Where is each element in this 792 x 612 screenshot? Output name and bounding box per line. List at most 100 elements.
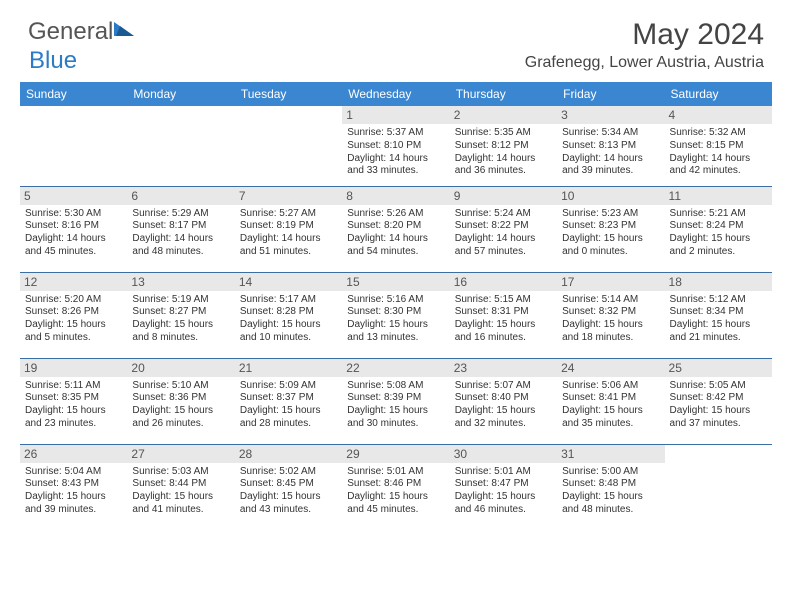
calendar-head: SundayMondayTuesdayWednesdayThursdayFrid… xyxy=(20,82,772,106)
title-block: May 2024 Grafenegg, Lower Austria, Austr… xyxy=(525,18,764,72)
day-details: Sunrise: 5:16 AMSunset: 8:30 PMDaylight:… xyxy=(347,294,444,345)
weekday-row: SundayMondayTuesdayWednesdayThursdayFrid… xyxy=(20,82,772,106)
day-number: 11 xyxy=(665,187,772,205)
calendar-week-row: 12 Sunrise: 5:20 AMSunset: 8:26 PMDayligh… xyxy=(20,272,772,358)
day-details: Sunrise: 5:03 AMSunset: 8:44 PMDaylight:… xyxy=(132,466,229,517)
day-number: 8 xyxy=(342,187,449,205)
calendar-body: 1 Sunrise: 5:37 AMSunset: 8:10 PMDaylight… xyxy=(20,106,772,530)
calendar-cell: 12 Sunrise: 5:20 AMSunset: 8:26 PMDayligh… xyxy=(20,272,127,358)
calendar-cell xyxy=(127,106,234,186)
day-number: 14 xyxy=(235,273,342,291)
calendar-cell: 20Sunrise: 5:10 AMSunset: 8:36 PMDayligh… xyxy=(127,358,234,444)
weekday-header: Friday xyxy=(557,82,664,106)
calendar-cell: 1 Sunrise: 5:37 AMSunset: 8:10 PMDaylight… xyxy=(342,106,449,186)
calendar-cell: 9Sunrise: 5:24 AMSunset: 8:22 PMDaylight… xyxy=(450,186,557,272)
calendar-cell: 27 Sunrise: 5:03 AMSunset: 8:44 PMDayligh… xyxy=(127,444,234,530)
day-details: Sunrise: 5:01 AMSunset: 8:46 PMDaylight:… xyxy=(347,466,444,517)
day-number: 15 xyxy=(342,273,449,291)
day-number: 23 xyxy=(450,359,557,377)
calendar-cell: 28Sunrise: 5:02 AMSunset: 8:45 PMDayligh… xyxy=(235,444,342,530)
weekday-header: Monday xyxy=(127,82,234,106)
day-number: 28 xyxy=(235,445,342,463)
day-number: 17 xyxy=(557,273,664,291)
calendar-cell: 5Sunrise: 5:30 AMSunset: 8:16 PMDaylight… xyxy=(20,186,127,272)
day-details: Sunrise: 5:08 AMSunset: 8:39 PMDaylight:… xyxy=(347,380,444,431)
weekday-header: Thursday xyxy=(450,82,557,106)
calendar-cell: 17 Sunrise: 5:14 AMSunset: 8:32 PMDayligh… xyxy=(557,272,664,358)
day-number: 4 xyxy=(665,106,772,124)
day-details: Sunrise: 5:24 AMSunset: 8:22 PMDaylight:… xyxy=(455,208,552,259)
calendar-cell xyxy=(235,106,342,186)
day-details: Sunrise: 5:35 AMSunset: 8:12 PMDaylight:… xyxy=(455,127,552,178)
calendar-cell: 6 Sunrise: 5:29 AMSunset: 8:17 PMDaylight… xyxy=(127,186,234,272)
calendar-cell: 10 Sunrise: 5:23 AMSunset: 8:23 PMDayligh… xyxy=(557,186,664,272)
calendar-cell: 30Sunrise: 5:01 AMSunset: 8:47 PMDayligh… xyxy=(450,444,557,530)
day-number: 7 xyxy=(235,187,342,205)
calendar-cell: 3 Sunrise: 5:34 AMSunset: 8:13 PMDaylight… xyxy=(557,106,664,186)
day-details: Sunrise: 5:34 AMSunset: 8:13 PMDaylight:… xyxy=(562,127,659,178)
calendar-cell: 24 Sunrise: 5:06 AMSunset: 8:41 PMDayligh… xyxy=(557,358,664,444)
day-number: 12 xyxy=(20,273,127,291)
brand-triangle-icon xyxy=(114,15,134,43)
day-number: 10 xyxy=(557,187,664,205)
day-details: Sunrise: 5:20 AMSunset: 8:26 PMDaylight:… xyxy=(25,294,122,345)
day-number: 22 xyxy=(342,359,449,377)
day-details: Sunrise: 5:27 AMSunset: 8:19 PMDaylight:… xyxy=(240,208,337,259)
brand-second: Blue xyxy=(29,47,77,75)
calendar-cell xyxy=(665,444,772,530)
day-number: 2 xyxy=(450,106,557,124)
day-number: 26 xyxy=(20,445,127,463)
calendar-table: SundayMondayTuesdayWednesdayThursdayFrid… xyxy=(20,82,772,530)
day-details: Sunrise: 5:37 AMSunset: 8:10 PMDaylight:… xyxy=(347,127,444,178)
calendar-cell: 11 Sunrise: 5:21 AMSunset: 8:24 PMDayligh… xyxy=(665,186,772,272)
day-details: Sunrise: 5:21 AMSunset: 8:24 PMDaylight:… xyxy=(670,208,767,259)
calendar-cell: 14 Sunrise: 5:17 AMSunset: 8:28 PMDayligh… xyxy=(235,272,342,358)
day-details: Sunrise: 5:12 AMSunset: 8:34 PMDaylight:… xyxy=(670,294,767,345)
calendar-week-row: 1 Sunrise: 5:37 AMSunset: 8:10 PMDaylight… xyxy=(20,106,772,186)
day-details: Sunrise: 5:05 AMSunset: 8:42 PMDaylight:… xyxy=(670,380,767,431)
calendar-cell: 23 Sunrise: 5:07 AMSunset: 8:40 PMDayligh… xyxy=(450,358,557,444)
day-number: 21 xyxy=(235,359,342,377)
day-details: Sunrise: 5:26 AMSunset: 8:20 PMDaylight:… xyxy=(347,208,444,259)
day-details: Sunrise: 5:04 AMSunset: 8:43 PMDaylight:… xyxy=(25,466,122,517)
weekday-header: Saturday xyxy=(665,82,772,106)
day-details: Sunrise: 5:17 AMSunset: 8:28 PMDaylight:… xyxy=(240,294,337,345)
day-number: 1 xyxy=(342,106,449,124)
day-details: Sunrise: 5:09 AMSunset: 8:37 PMDaylight:… xyxy=(240,380,337,431)
day-details: Sunrise: 5:00 AMSunset: 8:48 PMDaylight:… xyxy=(562,466,659,517)
calendar-cell: 21 Sunrise: 5:09 AMSunset: 8:37 PMDayligh… xyxy=(235,358,342,444)
day-number: 20 xyxy=(127,359,234,377)
day-number: 3 xyxy=(557,106,664,124)
calendar-cell: 18 Sunrise: 5:12 AMSunset: 8:34 PMDayligh… xyxy=(665,272,772,358)
day-number: 24 xyxy=(557,359,664,377)
day-details: Sunrise: 5:19 AMSunset: 8:27 PMDaylight:… xyxy=(132,294,229,345)
calendar-cell xyxy=(20,106,127,186)
day-details: Sunrise: 5:23 AMSunset: 8:23 PMDaylight:… xyxy=(562,208,659,259)
day-details: Sunrise: 5:32 AMSunset: 8:15 PMDaylight:… xyxy=(670,127,767,178)
calendar-cell: 4 Sunrise: 5:32 AMSunset: 8:15 PMDaylight… xyxy=(665,106,772,186)
day-details: Sunrise: 5:11 AMSunset: 8:35 PMDaylight:… xyxy=(25,380,122,431)
day-number: 25 xyxy=(665,359,772,377)
location-text: Grafenegg, Lower Austria, Austria xyxy=(525,54,764,72)
calendar-cell: 13Sunrise: 5:19 AMSunset: 8:27 PMDayligh… xyxy=(127,272,234,358)
calendar-cell: 29Sunrise: 5:01 AMSunset: 8:46 PMDayligh… xyxy=(342,444,449,530)
calendar-cell: 7 Sunrise: 5:27 AMSunset: 8:19 PMDaylight… xyxy=(235,186,342,272)
calendar-cell: 26 Sunrise: 5:04 AMSunset: 8:43 PMDayligh… xyxy=(20,444,127,530)
weekday-header: Tuesday xyxy=(235,82,342,106)
day-details: Sunrise: 5:07 AMSunset: 8:40 PMDaylight:… xyxy=(455,380,552,431)
day-number: 6 xyxy=(127,187,234,205)
month-title: May 2024 xyxy=(525,18,764,52)
calendar-cell: 25 Sunrise: 5:05 AMSunset: 8:42 PMDayligh… xyxy=(665,358,772,444)
brand-logo: General xyxy=(28,18,134,46)
day-details: Sunrise: 5:29 AMSunset: 8:17 PMDaylight:… xyxy=(132,208,229,259)
calendar-cell: 15 Sunrise: 5:16 AMSunset: 8:30 PMDayligh… xyxy=(342,272,449,358)
day-number: 27 xyxy=(127,445,234,463)
calendar-week-row: 26 Sunrise: 5:04 AMSunset: 8:43 PMDayligh… xyxy=(20,444,772,530)
weekday-header: Wednesday xyxy=(342,82,449,106)
day-number: 18 xyxy=(665,273,772,291)
day-details: Sunrise: 5:14 AMSunset: 8:32 PMDaylight:… xyxy=(562,294,659,345)
day-details: Sunrise: 5:06 AMSunset: 8:41 PMDaylight:… xyxy=(562,380,659,431)
weekday-header: Sunday xyxy=(20,82,127,106)
day-number: 30 xyxy=(450,445,557,463)
calendar-cell: 8 Sunrise: 5:26 AMSunset: 8:20 PMDaylight… xyxy=(342,186,449,272)
